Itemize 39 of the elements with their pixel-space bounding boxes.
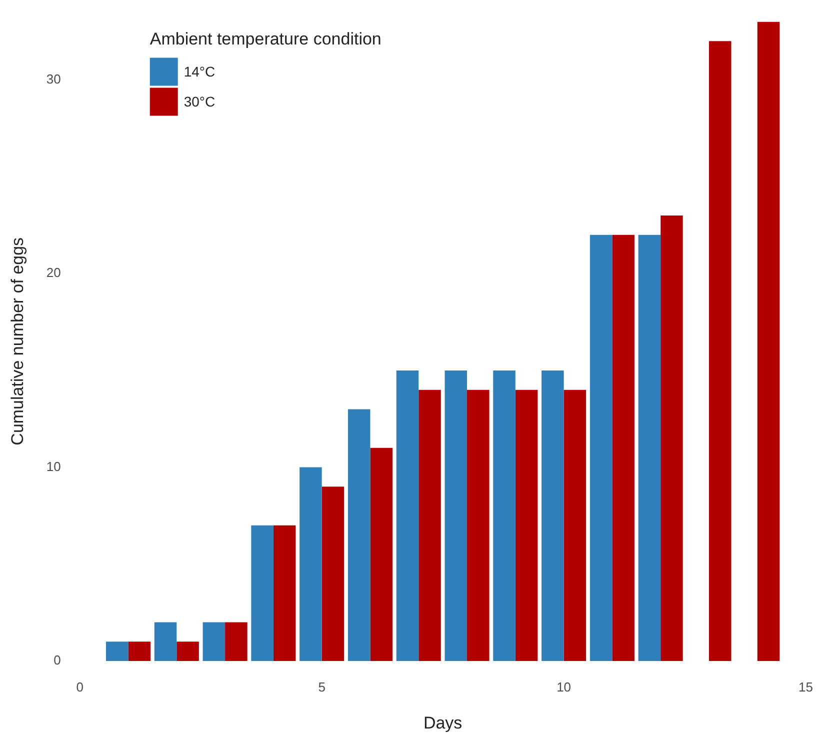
bar (225, 622, 248, 661)
bar (322, 486, 344, 661)
bar (251, 525, 274, 661)
bar (396, 370, 419, 661)
bar (370, 448, 392, 661)
bar (515, 390, 538, 661)
bar (493, 370, 516, 661)
bar (757, 22, 780, 661)
bar (154, 622, 177, 661)
bar (467, 390, 490, 661)
x-tick-label: 0 (76, 679, 84, 694)
bar (564, 390, 586, 661)
y-axis-title: Cumulative number of eggs (8, 237, 27, 446)
bar (202, 622, 226, 661)
bar (638, 234, 661, 661)
bar (348, 409, 370, 661)
bar (590, 234, 612, 661)
bar (444, 370, 468, 661)
x-axis-title: Days (423, 713, 462, 732)
bar (612, 234, 634, 661)
legend-label: 30°C (184, 94, 216, 110)
bar (128, 642, 151, 661)
bar (708, 41, 732, 661)
y-tick-label: 30 (46, 71, 61, 86)
bar (542, 370, 564, 661)
y-tick-label: 20 (46, 265, 61, 280)
bar (106, 642, 128, 661)
y-tick-label: 0 (54, 652, 61, 668)
x-tick-label: 15 (798, 679, 814, 694)
bar (273, 525, 296, 661)
bar (300, 467, 322, 661)
bar (176, 642, 199, 661)
legend-title: Ambient temperature condition (150, 29, 382, 48)
x-tick-label: 5 (318, 679, 326, 694)
bar (660, 215, 683, 661)
legend-label: 14°C (184, 64, 216, 80)
y-tick-label: 10 (46, 458, 61, 474)
bar (418, 390, 441, 661)
x-tick-label: 10 (556, 679, 572, 694)
